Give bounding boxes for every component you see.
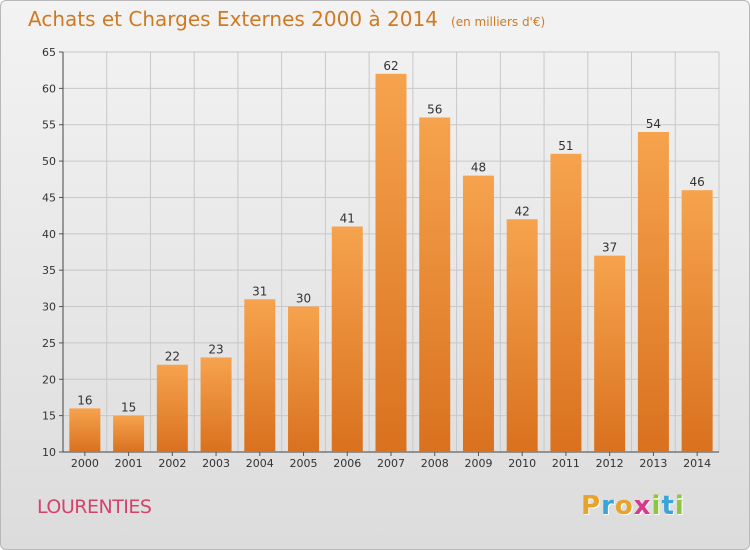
logo-letter: P xyxy=(581,491,602,521)
y-tick-label: 45 xyxy=(42,191,56,204)
y-tick-label: 10 xyxy=(42,446,56,459)
data-label: 23 xyxy=(208,342,223,356)
y-tick-label: 30 xyxy=(42,301,56,314)
logo-letter: i xyxy=(651,491,662,521)
x-tick-label: 2006 xyxy=(333,457,361,470)
bar-2013 xyxy=(637,132,669,452)
bar-2006 xyxy=(331,226,363,452)
x-tick-label: 2005 xyxy=(290,457,318,470)
data-label: 46 xyxy=(689,175,704,189)
x-tick-label: 2000 xyxy=(71,457,99,470)
title-row: Achats et Charges Externes 2000 à 2014 (… xyxy=(28,7,545,31)
bar-2011 xyxy=(550,153,582,452)
data-label: 42 xyxy=(515,204,530,218)
y-tick-label: 15 xyxy=(42,410,56,423)
chart-subtitle: (en milliers d'€) xyxy=(451,15,546,29)
logo-letter: t xyxy=(661,491,675,521)
data-labels: 16 15 22 23 31 30 41 62 56 48 42 51 37 54 46 xyxy=(77,59,705,415)
x-tick-label: 2014 xyxy=(683,457,711,470)
x-tick-label: 2007 xyxy=(377,457,405,470)
x-tick-label: 2013 xyxy=(639,457,667,470)
bar-2009 xyxy=(462,175,494,453)
bar-2004 xyxy=(244,299,276,452)
y-tick-label: 55 xyxy=(42,119,56,132)
data-label: 16 xyxy=(77,393,92,407)
bar-2005 xyxy=(288,306,320,452)
x-tick-label: 2009 xyxy=(464,457,492,470)
proxiti-logo[interactable]: Proxiti xyxy=(581,491,685,521)
x-tick-label: 2004 xyxy=(246,457,274,470)
x-tick-label: 2008 xyxy=(421,457,449,470)
logo-letter: i xyxy=(674,491,685,521)
y-tick-label: 40 xyxy=(42,228,56,241)
y-tick-label: 25 xyxy=(42,337,56,350)
x-tick-label: 2001 xyxy=(115,457,143,470)
data-label: 48 xyxy=(471,161,486,175)
bar-2008 xyxy=(419,117,451,453)
bar-2012 xyxy=(594,255,626,452)
y-tick-label: 35 xyxy=(42,264,56,277)
bar-2014 xyxy=(681,190,713,452)
commune-name: LOURENTIES xyxy=(37,496,152,518)
y-tick-label: 60 xyxy=(42,82,56,95)
data-label: 41 xyxy=(340,212,355,226)
chart-title: Achats et Charges Externes 2000 à 2014 xyxy=(28,7,438,31)
y-tick-label: 20 xyxy=(42,373,56,386)
y-tick-label: 65 xyxy=(42,46,56,59)
x-tick-label: 2002 xyxy=(158,457,186,470)
x-tick-label: 2011 xyxy=(552,457,580,470)
bar-2002 xyxy=(156,364,188,452)
data-label: 51 xyxy=(558,139,573,153)
data-label: 30 xyxy=(296,292,311,306)
x-tick-label: 2012 xyxy=(596,457,624,470)
y-tick-label: 50 xyxy=(42,155,56,168)
logo-letter: o xyxy=(614,491,634,521)
data-label: 31 xyxy=(252,284,267,298)
bar-2010 xyxy=(506,219,538,452)
tick-labels: 10 15 20 25 30 35 40 45 50 55 60 65 2000 2001 2002 2003… xyxy=(42,46,711,470)
bar-2007 xyxy=(375,73,407,453)
logo-letter: r xyxy=(601,491,615,521)
data-label: 15 xyxy=(121,401,136,415)
data-label: 22 xyxy=(165,350,180,364)
bars xyxy=(69,73,713,453)
x-tick-label: 2010 xyxy=(508,457,536,470)
data-label: 37 xyxy=(602,241,617,255)
data-label: 54 xyxy=(646,117,661,131)
bar-2000 xyxy=(69,408,101,452)
data-label: 56 xyxy=(427,102,442,116)
data-label: 62 xyxy=(383,59,398,73)
x-tick-label: 2003 xyxy=(202,457,230,470)
bar-2001 xyxy=(113,415,145,452)
logo-letter: x xyxy=(633,491,652,521)
bar-2003 xyxy=(200,357,232,452)
